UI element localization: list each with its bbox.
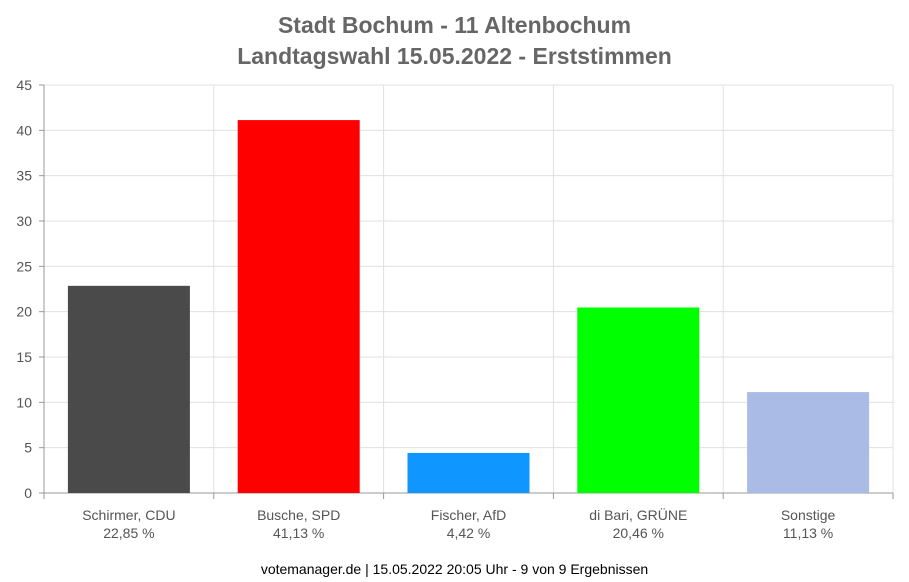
x-value-label: 4,42 % <box>447 525 491 541</box>
x-category-label: Fischer, AfD <box>431 507 506 523</box>
x-value-label: 11,13 % <box>783 525 833 541</box>
y-tick-label: 5 <box>24 440 32 456</box>
y-tick-label: 45 <box>16 77 32 93</box>
chart-subtitle: Landtagswahl 15.05.2022 - Erststimmen <box>237 43 672 69</box>
bar-3 <box>407 452 530 493</box>
x-value-label: 22,85 % <box>103 525 154 541</box>
x-value-label: 20,46 % <box>613 525 664 541</box>
y-tick-label: 20 <box>16 304 32 320</box>
x-category-label: Schirmer, CDU <box>82 507 175 523</box>
bar-5 <box>747 392 870 493</box>
bar-4 <box>577 307 700 493</box>
bar-2 <box>237 120 360 493</box>
y-tick-label: 15 <box>16 349 32 365</box>
y-tick-label: 0 <box>24 485 32 501</box>
y-tick-label: 35 <box>16 168 32 184</box>
x-value-label: 41,13 % <box>273 525 324 541</box>
bar-1 <box>67 285 190 493</box>
footer-source: votemanager.de | 15.05.2022 20:05 Uhr - … <box>260 561 649 577</box>
chart-title: Stadt Bochum - 11 Altenbochum <box>277 12 632 38</box>
x-category-label: Sonstige <box>781 507 836 523</box>
x-category-label: di Bari, GRÜNE <box>589 506 687 523</box>
y-tick-label: 30 <box>16 213 32 229</box>
x-category-label: Busche, SPD <box>257 507 340 523</box>
y-tick-label: 10 <box>16 394 32 410</box>
y-tick-label: 25 <box>16 258 32 274</box>
y-tick-label: 40 <box>16 122 32 138</box>
